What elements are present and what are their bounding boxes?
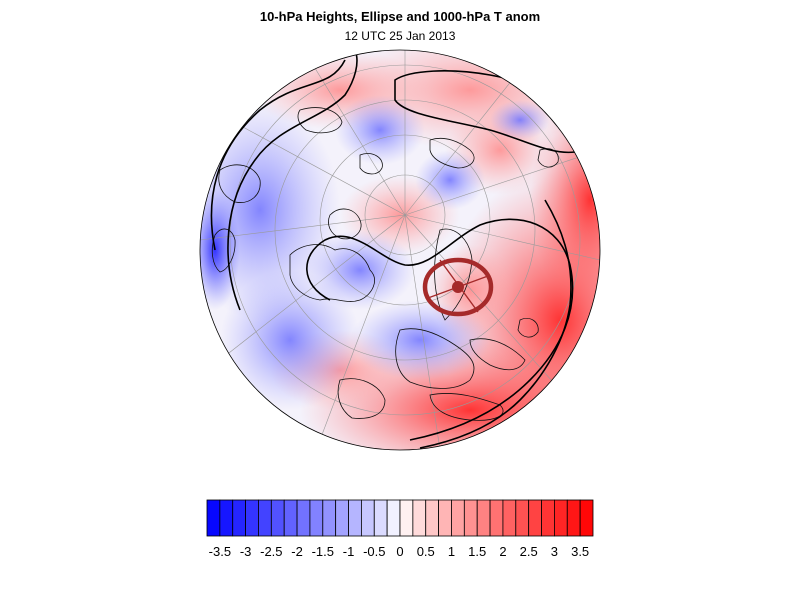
height-contours: [210, 50, 591, 449]
colorbar-swatch: [322, 499, 337, 537]
colorbar-swatch: [219, 499, 234, 537]
ellipse-ring: [422, 257, 494, 317]
colorbar-swatch: [348, 499, 362, 537]
colorbar-labels: -3.5 -3 -2.5 -2 -1.5 -1 -0.5 0 0.5 1 1.5 2 2.5 3 3.5: [209, 544, 590, 559]
temperature-anomaly-field: [200, 50, 600, 450]
colorbar-swatch: [206, 499, 221, 537]
colorbar-swatch: [232, 499, 247, 537]
colorbar-tick-label: -1.5: [312, 544, 334, 559]
colorbar-tick-label: 1: [448, 544, 455, 559]
colorbar-swatch: [296, 499, 311, 537]
colorbar-swatch: [476, 499, 491, 537]
colorbar-swatch: [451, 499, 465, 537]
colorbar-swatch: [373, 499, 388, 537]
colorbar-tick-label: 3.5: [571, 544, 589, 559]
colorbar-swatch: [386, 499, 401, 537]
colorbar-swatch: [309, 499, 324, 537]
colorbar-tick-label: 2: [499, 544, 506, 559]
colorbar-tick-label: -2.5: [260, 544, 282, 559]
colorbar-swatch: [283, 499, 298, 537]
colorbar-tick-label: 0: [396, 544, 403, 559]
colorbar-swatch: [515, 499, 530, 537]
colorbar-tick-label: -1: [343, 544, 355, 559]
ellipse-center: [452, 281, 464, 293]
colorbar-swatch: [489, 499, 504, 537]
colorbar-swatch: [463, 499, 478, 537]
coastlines: [211, 107, 559, 421]
colorbar-swatch: [335, 499, 349, 537]
colorbar-swatch: [554, 499, 568, 537]
colorbar-swatch: [270, 499, 285, 537]
plot-subtitle: 12 UTC 25 Jan 2013: [344, 29, 456, 43]
vortex-ellipse: [422, 257, 494, 317]
colorbar-swatch: [566, 499, 581, 537]
plot-title: 10-hPa Heights, Ellipse and 1000-hPa T a…: [259, 9, 541, 24]
colorbar-tick-label: 3: [551, 544, 558, 559]
colorbar-swatches: [206, 499, 594, 537]
colorbar-swatch: [425, 499, 440, 537]
colorbar-swatch: [528, 499, 542, 537]
colorbar-swatch: [541, 499, 555, 537]
colorbar-swatch: [502, 499, 517, 537]
colorbar-tick-label: 0.5: [417, 544, 435, 559]
colorbar-tick-label: -2: [291, 544, 303, 559]
colorbar-tick-label: -3: [240, 544, 252, 559]
colorbar-tick-label: -0.5: [363, 544, 385, 559]
colorbar-swatch: [360, 499, 375, 537]
colorbar-swatch: [399, 499, 414, 537]
colorbar-swatch: [412, 499, 427, 537]
colorbar-tick-label: -3.5: [209, 544, 231, 559]
colorbar-swatch: [258, 499, 272, 537]
colorbar-tick-label: 1.5: [468, 544, 486, 559]
globe-outline: [199, 49, 601, 451]
colorbar-swatch: [579, 499, 594, 537]
colorbar-swatch: [245, 499, 259, 537]
colorbar-swatch: [438, 499, 452, 537]
colorbar-tick-label: 2.5: [520, 544, 538, 559]
